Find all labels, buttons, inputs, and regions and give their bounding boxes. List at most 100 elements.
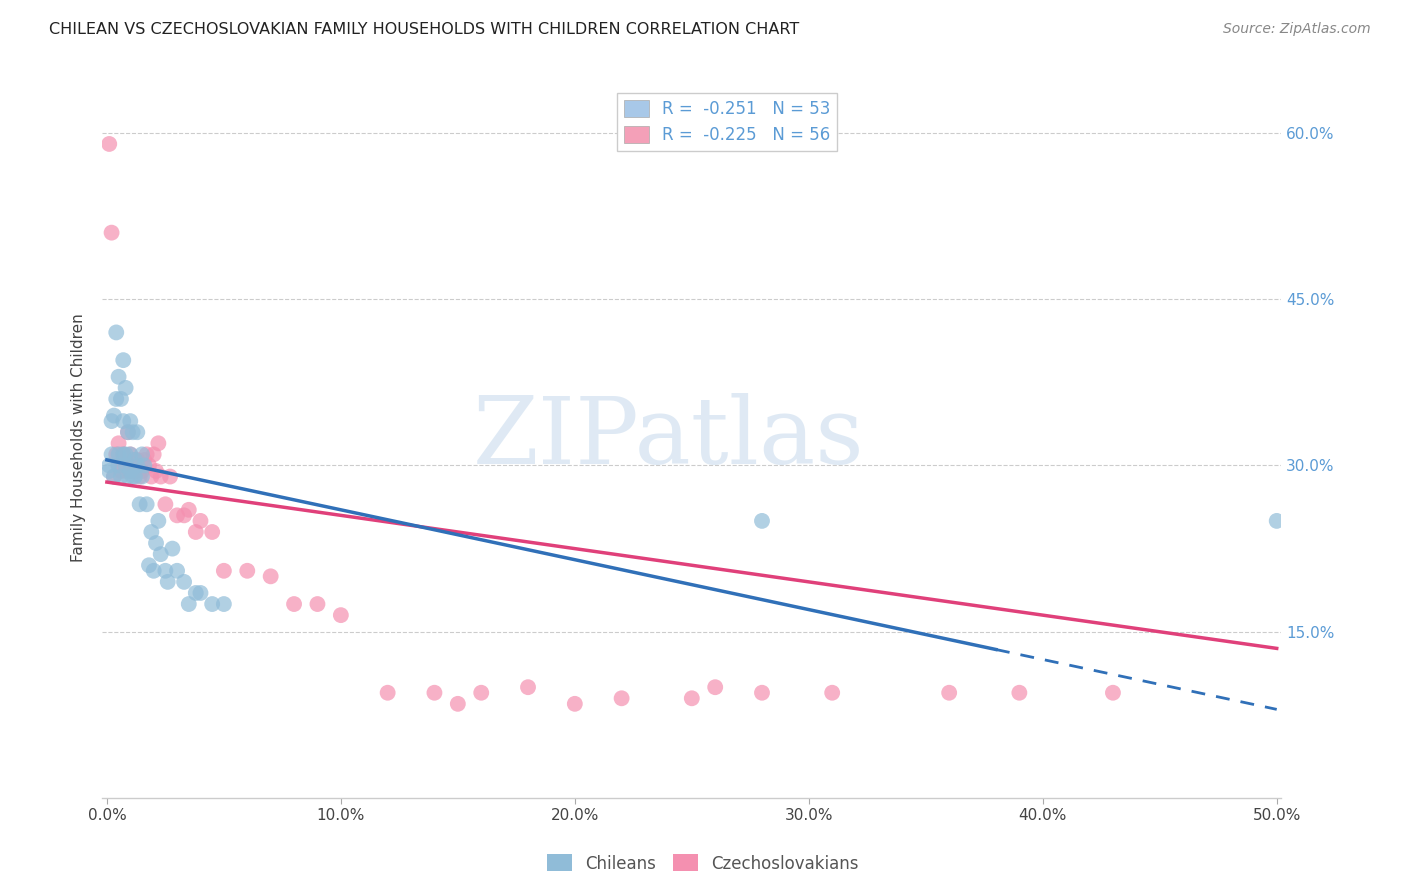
Point [141,524,163,539]
Point [156,574,179,589]
Point [105,447,128,461]
Point [166,564,188,578]
Point [177,597,200,611]
Point [100,414,122,428]
Point [110,464,132,478]
Point [120,447,142,461]
Text: CHILEAN VS CZECHOSLOVAKIAN FAMILY HOUSEHOLDS WITH CHILDREN CORRELATION CHART: CHILEAN VS CZECHOSLOVAKIAN FAMILY HOUSEH… [49,22,800,37]
Point [112,447,135,461]
Point [121,469,143,483]
Point [127,458,149,473]
Point [377,686,399,700]
Point [114,464,136,478]
Point [166,508,188,523]
Point [138,558,160,573]
Point [103,469,125,483]
Point [124,453,146,467]
Point [177,503,200,517]
Point [110,392,132,406]
Point [173,508,195,523]
Point [105,326,128,340]
Point [141,469,163,483]
Point [114,453,136,467]
Point [117,425,139,440]
Point [127,464,149,478]
Point [1008,686,1031,700]
Point [117,469,139,483]
Point [127,425,149,440]
Point [201,524,224,539]
Point [307,597,329,611]
Point [117,425,139,440]
Point [236,564,259,578]
Point [145,464,167,478]
Point [107,436,129,450]
Point [131,464,153,478]
Point [142,564,165,578]
Y-axis label: Family Households with Children: Family Households with Children [72,313,86,562]
Point [107,458,129,473]
Point [145,536,167,550]
Point [260,569,283,583]
Point [112,447,135,461]
Point [681,691,703,706]
Point [149,547,172,561]
Point [134,458,156,473]
Point [131,469,153,483]
Point [131,447,153,461]
Text: Source: ZipAtlas.com: Source: ZipAtlas.com [1223,22,1371,37]
Point [121,425,143,440]
Point [107,447,129,461]
Point [114,381,136,395]
Point [98,136,121,151]
Point [148,514,170,528]
Point [159,469,181,483]
Point [201,597,224,611]
Point [751,686,773,700]
Point [184,586,207,600]
Point [105,392,128,406]
Point [135,497,157,511]
Point [124,464,146,478]
Point [283,597,305,611]
Point [329,608,352,623]
Point [121,464,143,478]
Point [103,409,125,423]
Point [100,226,122,240]
Point [120,447,142,461]
Point [138,458,160,473]
Point [134,453,156,467]
Point [128,497,150,511]
Point [114,447,136,461]
Point [155,497,177,511]
Point [447,697,470,711]
Point [142,447,165,461]
Point [120,414,142,428]
Point [610,691,633,706]
Point [1102,686,1125,700]
Point [190,514,212,528]
Point [470,686,492,700]
Point [751,514,773,528]
Point [821,686,844,700]
Point [212,597,235,611]
Point [121,453,143,467]
Point [112,353,135,368]
Point [127,453,149,467]
Point [162,541,184,556]
Point [120,464,142,478]
Point [212,564,235,578]
Point [704,680,727,694]
Point [938,686,960,700]
Point [149,469,172,483]
Point [112,414,135,428]
Point [564,697,586,711]
Point [184,524,207,539]
Point [120,464,142,478]
Point [110,469,132,483]
Point [148,436,170,450]
Point [135,447,157,461]
Point [423,686,446,700]
Point [103,469,125,483]
Legend: R =  -0.251   N = 53, R =  -0.225   N = 56: R = -0.251 N = 53, R = -0.225 N = 56 [617,93,837,151]
